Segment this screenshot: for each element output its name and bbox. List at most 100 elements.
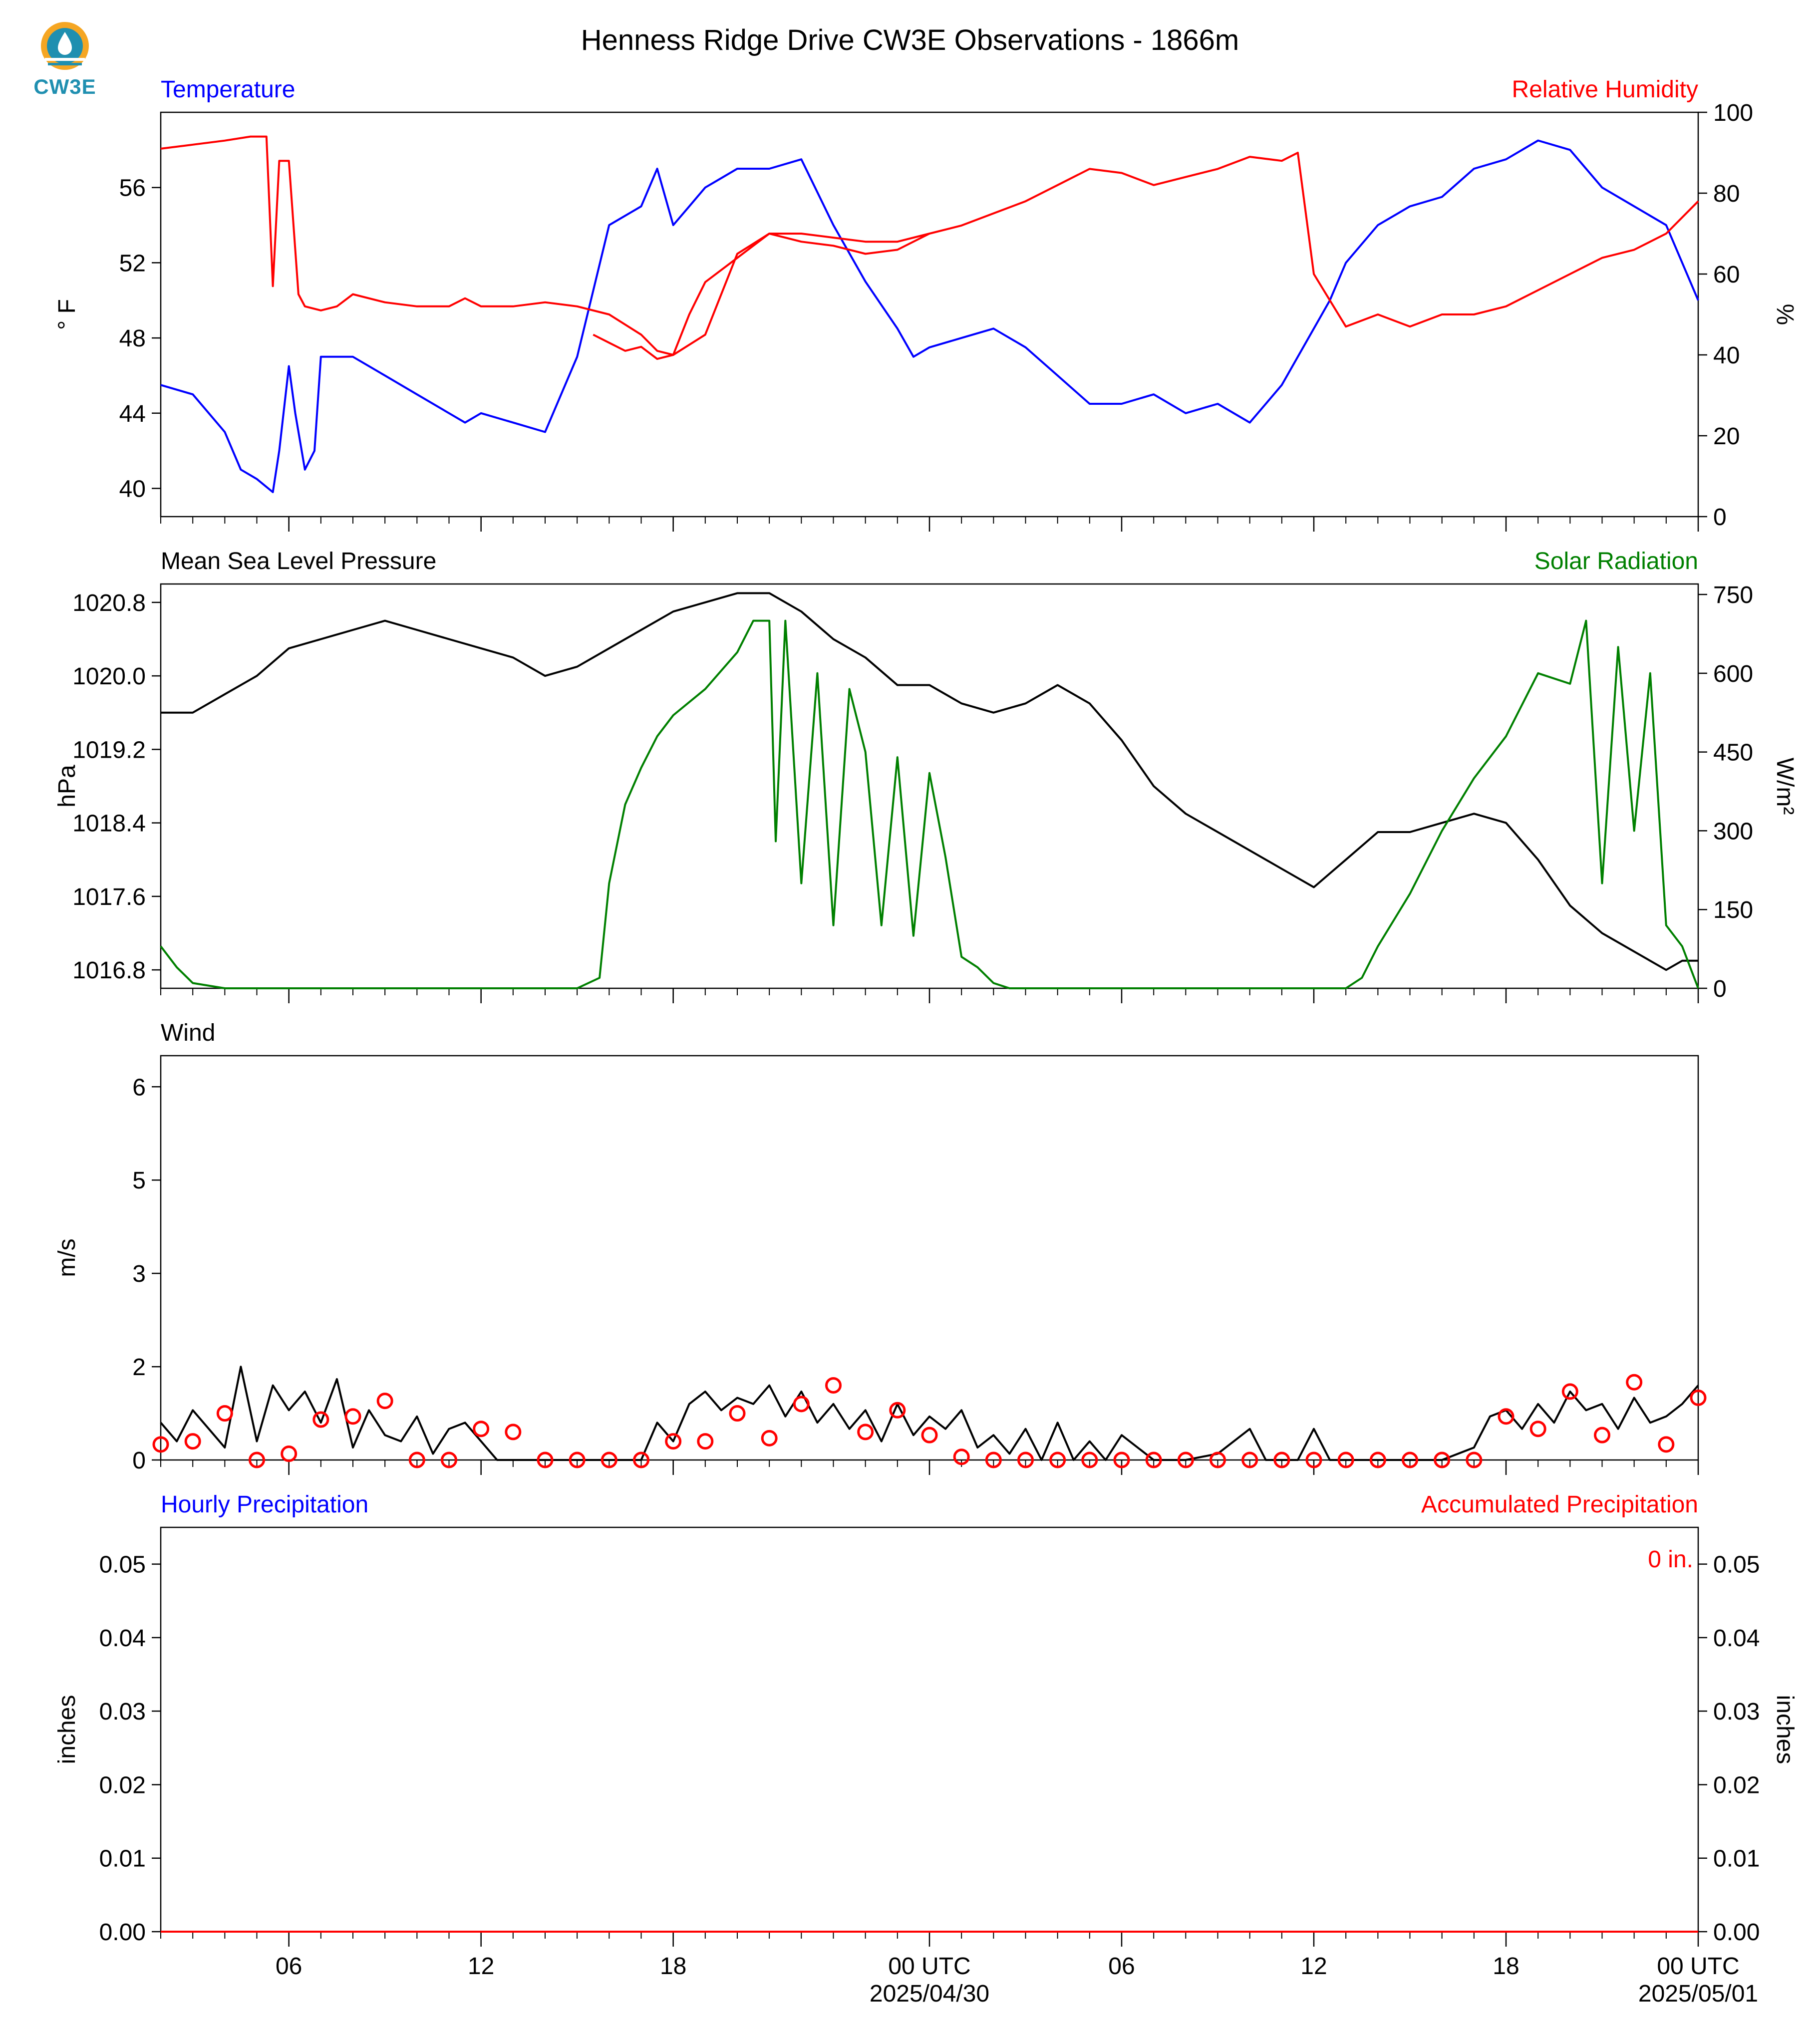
cw3e-logo: CW3E: [30, 15, 100, 105]
panel-right-title: Relative Humidity: [1512, 76, 1698, 103]
y-tick-label: 1020.0: [72, 663, 146, 690]
logo-text: CW3E: [33, 75, 96, 98]
wind-marker-point: [1273, 1451, 1290, 1468]
mean-sea-level-pressure-line: [161, 592, 1698, 971]
y-tick-label: 2: [132, 1354, 146, 1381]
wind-marker-point: [1241, 1451, 1258, 1468]
wind-marker-point: [281, 1446, 298, 1462]
wind-marker-point: [1561, 1383, 1578, 1400]
y-tick-label-right: 0.02: [1713, 1772, 1760, 1798]
y-tick-label-right: 60: [1713, 262, 1740, 288]
y-tick-label: 0: [132, 1448, 146, 1474]
y-tick-label: 1016.8: [72, 957, 146, 984]
y-tick-label: 56: [119, 175, 146, 202]
wind-marker-point: [1466, 1451, 1483, 1468]
wind-marker-point: [1177, 1451, 1194, 1468]
y-axis-label: hPa: [54, 765, 80, 808]
y-tick-label: 48: [119, 325, 146, 352]
y-tick-label: 0.04: [99, 1625, 146, 1652]
plot-frame: [160, 1526, 1699, 1933]
wind-speed-line: [160, 1366, 1699, 1461]
y-tick-label-right: 0.00: [1713, 1919, 1760, 1946]
wind-marker-point: [985, 1451, 1002, 1468]
y-tick-label: 0.05: [99, 1552, 146, 1578]
y-tick-label: 0.01: [99, 1846, 146, 1872]
wind-marker-point: [312, 1411, 329, 1428]
y-tick-label-right: 300: [1713, 818, 1753, 845]
y-tick-label: 3: [132, 1261, 146, 1287]
panel-4: Hourly Precipitation Accumulated Precipit…: [54, 1491, 1798, 2007]
wind-marker-point: [729, 1405, 746, 1422]
y-tick-label-right: 150: [1713, 897, 1753, 923]
wind-marker-point: [1690, 1389, 1707, 1406]
y-axis-label-right: inches: [1772, 1695, 1798, 1764]
x-tick-label: 12: [1300, 1953, 1327, 1980]
x-tick-sublabel: 2025/05/01: [1638, 1981, 1758, 2007]
y-axis-label: inches: [54, 1695, 80, 1764]
wind-marker-point: [1402, 1451, 1418, 1468]
figure-title: Henness Ridge Drive CW3E Observations - …: [581, 24, 1239, 56]
y-tick-label: 0.03: [99, 1699, 146, 1725]
panel-left-title: Temperature: [161, 76, 295, 103]
y-tick-label-right: 0.05: [1713, 1552, 1760, 1578]
y-axis-label: m/s: [54, 1238, 80, 1277]
wind-marker-point: [1369, 1451, 1386, 1468]
wind-marker-point: [1434, 1451, 1451, 1468]
wind-marker-point: [1305, 1451, 1322, 1468]
wind-marker-point: [344, 1408, 361, 1425]
y-tick-label: 44: [119, 401, 146, 427]
y-tick-label: 0.00: [99, 1919, 146, 1946]
y-tick-label-right: 100: [1713, 100, 1753, 126]
y-tick-label: 6: [132, 1074, 146, 1101]
y-tick-label: 1019.2: [72, 737, 146, 763]
y-tick-label-right: 0: [1713, 976, 1727, 1002]
y-tick-label-right: 750: [1713, 582, 1753, 608]
y-tick-label-right: 40: [1713, 342, 1740, 369]
wind-marker-point: [569, 1451, 586, 1468]
panel-right-title: Accumulated Precipitation: [1421, 1491, 1698, 1518]
wind-marker-point: [505, 1424, 522, 1441]
wind-marker-point: [889, 1402, 906, 1419]
wind-marker-point: [921, 1427, 938, 1444]
y-tick-label: 0.02: [99, 1772, 146, 1798]
y-axis-label-right: W/m²: [1772, 758, 1798, 815]
wind-marker-point: [152, 1436, 169, 1453]
wind-marker-point: [1081, 1451, 1098, 1468]
wind-marker-point: [537, 1451, 554, 1468]
wind-marker-point: [1017, 1451, 1034, 1468]
temperature-line: [160, 139, 1699, 493]
wind-marker-point: [1145, 1451, 1162, 1468]
wind-marker-point: [249, 1451, 265, 1468]
wind-marker-point: [1498, 1408, 1515, 1425]
wind-marker-point: [408, 1451, 425, 1468]
panel-right-title: Solar Radiation: [1534, 548, 1698, 575]
wind-marker-point: [761, 1430, 778, 1447]
wind-marker-point: [184, 1433, 201, 1450]
wind-marker-point: [601, 1451, 617, 1468]
y-tick-label-right: 20: [1713, 423, 1740, 450]
panel-1: Temperature Relative Humidity ° F % 40 44 48 52…: [54, 76, 1798, 532]
y-tick-label-right: 0.03: [1713, 1699, 1760, 1725]
wind-marker-point: [665, 1433, 682, 1450]
accumulated-total-label: 0 in.: [1648, 1546, 1693, 1573]
y-tick-label: 1018.4: [72, 811, 146, 837]
wind-marker-point: [1658, 1436, 1675, 1453]
y-tick-label: 52: [119, 250, 146, 277]
x-tick-label: 06: [276, 1953, 302, 1980]
logo-icon: [41, 22, 89, 70]
x-tick-label: 18: [660, 1953, 686, 1980]
x-tick-label: 00 UTC: [888, 1953, 970, 1980]
panel-3: Wind m/s 0 2 3 5 6: [54, 1020, 1707, 1475]
y-tick-label-right: 80: [1713, 181, 1740, 207]
wind-marker-point: [376, 1393, 393, 1410]
y-axis-label-right: %: [1772, 304, 1798, 325]
wind-marker-point: [216, 1405, 233, 1422]
x-tick-label: 06: [1108, 1953, 1135, 1980]
y-tick-label-right: 600: [1713, 661, 1753, 687]
y-tick-label: 5: [132, 1167, 146, 1194]
wind-marker-point: [857, 1424, 874, 1441]
x-tick-label: 18: [1493, 1953, 1519, 1980]
panel-left-title: Mean Sea Level Pressure: [161, 548, 436, 575]
wind-markers: [152, 1374, 1707, 1468]
